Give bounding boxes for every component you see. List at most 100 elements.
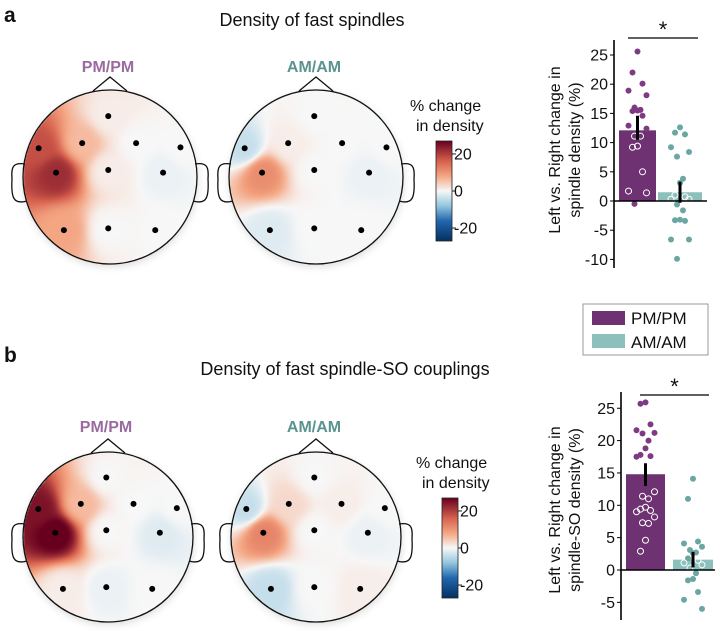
electrode-F7 bbox=[241, 145, 248, 152]
electrode-F3 bbox=[285, 140, 292, 147]
electrode-P4 bbox=[149, 585, 156, 592]
electrode-C4 bbox=[160, 169, 167, 176]
data-point bbox=[686, 236, 692, 243]
colorbar-tick-label: 20 bbox=[460, 503, 478, 520]
data-point bbox=[685, 555, 691, 562]
y-axis-label: Left vs. Right change in bbox=[547, 426, 564, 593]
electrode-F3 bbox=[285, 500, 292, 507]
electrode-Pz bbox=[103, 584, 110, 591]
data-point bbox=[693, 570, 699, 577]
electrode-F4 bbox=[338, 500, 345, 507]
electrode-F8 bbox=[173, 505, 180, 512]
data-point bbox=[639, 492, 646, 500]
electrode-P4 bbox=[358, 227, 365, 234]
data-point bbox=[633, 453, 640, 460]
electrode-C4 bbox=[156, 529, 163, 536]
data-point bbox=[645, 495, 652, 503]
data-point bbox=[677, 124, 683, 131]
y-tick-label: -5 bbox=[601, 595, 615, 612]
data-point bbox=[651, 513, 658, 521]
nose-outline bbox=[90, 438, 126, 454]
data-point bbox=[642, 399, 649, 406]
electrode-F8 bbox=[383, 144, 390, 151]
data-point bbox=[642, 445, 649, 452]
data-point bbox=[698, 561, 706, 569]
electrode-F4 bbox=[133, 140, 140, 147]
data-point bbox=[639, 430, 646, 437]
data-point bbox=[677, 216, 683, 223]
topomap-a-am bbox=[229, 90, 403, 264]
electrode-C4 bbox=[364, 529, 371, 536]
colorbar-tick-label: 0 bbox=[454, 184, 463, 201]
data-point bbox=[642, 536, 649, 544]
y-axis-label: spindle-SO density (%) bbox=[567, 428, 584, 592]
electrode-Fz bbox=[311, 113, 318, 120]
data-point bbox=[680, 207, 686, 214]
colorbar bbox=[441, 497, 459, 599]
topomap-b-am bbox=[231, 452, 401, 622]
left-ear-outline bbox=[217, 162, 234, 203]
data-point bbox=[699, 605, 705, 612]
data-point bbox=[629, 143, 636, 151]
panel-b-title: Density of fast spindle-SO couplings bbox=[200, 359, 489, 379]
electrode-Pz bbox=[311, 225, 318, 232]
head-circle bbox=[228, 89, 404, 265]
topomap-title-pm: PM/PM bbox=[82, 59, 134, 76]
data-point bbox=[629, 108, 636, 115]
data-point bbox=[671, 191, 679, 199]
head-circle bbox=[22, 451, 194, 623]
topomap-title-pm: PM/PM bbox=[80, 419, 132, 436]
y-tick-label: -10 bbox=[585, 252, 608, 269]
electrode-C3 bbox=[53, 169, 60, 176]
data-point bbox=[643, 189, 650, 197]
data-point bbox=[674, 255, 680, 262]
legend-swatch-am bbox=[592, 334, 625, 348]
y-axis-label: Left vs. Right change in bbox=[547, 66, 564, 233]
head-outline bbox=[11, 438, 205, 623]
significance-star: * bbox=[659, 17, 668, 42]
electrode-Fz bbox=[103, 474, 110, 481]
y-tick-label: 0 bbox=[599, 194, 608, 211]
y-axis-label: spindle density (%) bbox=[567, 82, 584, 217]
electrode-Cz bbox=[103, 527, 110, 534]
electrode-Cz bbox=[311, 167, 318, 174]
data-point bbox=[643, 92, 650, 99]
panel-a-title: Density of fast spindles bbox=[219, 10, 404, 30]
significance-star: * bbox=[670, 374, 679, 399]
data-point bbox=[645, 519, 652, 527]
electrode-Fz bbox=[105, 113, 112, 120]
topomap-a-pm bbox=[23, 90, 197, 264]
electrode-P3 bbox=[59, 585, 66, 592]
electrode-F8 bbox=[177, 144, 184, 151]
legend-label-pm: PM/PM bbox=[631, 309, 687, 328]
right-ear-outline bbox=[188, 522, 205, 563]
electrode-C3 bbox=[52, 529, 59, 536]
electrode-F7 bbox=[35, 505, 42, 512]
y-tick-label: 5 bbox=[599, 164, 608, 181]
colorbar-tick-label: -20 bbox=[460, 578, 483, 595]
data-point bbox=[645, 437, 652, 444]
left-ear-outline bbox=[219, 522, 236, 563]
data-point bbox=[685, 577, 691, 584]
data-point bbox=[681, 596, 687, 603]
colorbar-tick-label: -20 bbox=[454, 221, 477, 238]
nose-outline bbox=[298, 438, 334, 454]
electrode-Pz bbox=[105, 225, 112, 232]
right-ear-outline bbox=[192, 162, 209, 203]
y-tick-label: 25 bbox=[590, 48, 608, 65]
topomap-title-am: AM/AM bbox=[287, 419, 341, 436]
data-point bbox=[643, 125, 650, 132]
nose-outline bbox=[92, 76, 128, 92]
data-point bbox=[685, 495, 691, 502]
data-point bbox=[639, 112, 646, 119]
data-point bbox=[647, 506, 654, 514]
right-ear-outline bbox=[398, 162, 415, 203]
data-point bbox=[695, 588, 701, 595]
data-point bbox=[685, 195, 693, 203]
data-point bbox=[651, 488, 658, 496]
data-point bbox=[668, 144, 674, 151]
data-point bbox=[668, 236, 674, 243]
electrode-F3 bbox=[77, 500, 84, 507]
colorbar-title: % change bbox=[410, 98, 481, 115]
colorbar-title: in density bbox=[416, 118, 484, 135]
